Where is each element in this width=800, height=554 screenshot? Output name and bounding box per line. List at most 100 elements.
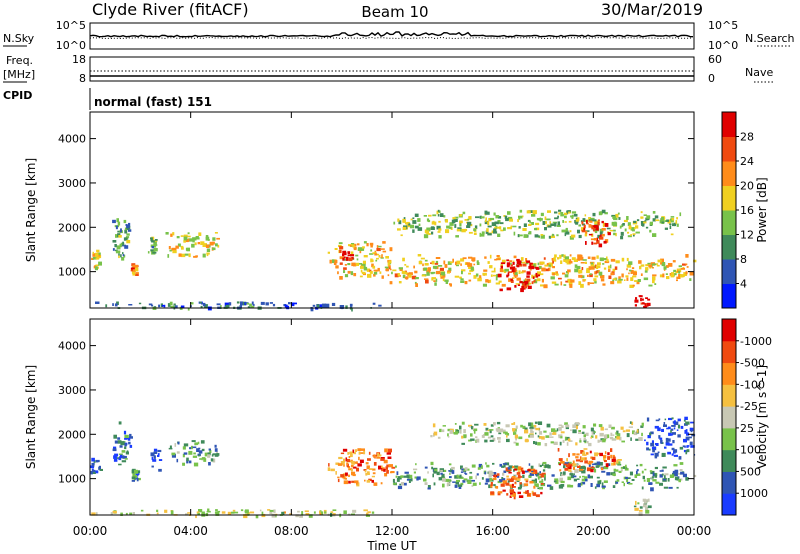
data-cell	[685, 254, 689, 258]
data-cell	[367, 273, 372, 278]
data-cell	[534, 421, 538, 424]
data-cell	[485, 279, 489, 283]
data-cell	[583, 466, 586, 470]
data-cell	[392, 478, 395, 483]
data-cell	[557, 257, 560, 260]
data-cell	[225, 304, 230, 309]
nsky-right-bottom: 10^0	[708, 39, 738, 52]
colorbar-tick-label: 28	[740, 131, 754, 144]
data-cell	[682, 445, 686, 448]
data-cell	[586, 269, 590, 274]
data-cell	[593, 238, 597, 241]
colorbar-segment	[722, 493, 736, 516]
data-cell	[506, 478, 511, 481]
data-cell	[594, 486, 597, 489]
data-cell	[356, 258, 359, 261]
data-cell	[553, 480, 557, 483]
data-cell	[627, 222, 631, 226]
data-cell	[156, 512, 159, 515]
velocity-data-cells	[90, 416, 697, 519]
data-cell	[301, 511, 304, 516]
data-cell	[618, 276, 621, 280]
data-cell	[180, 305, 185, 309]
data-cell	[514, 434, 518, 439]
data-cell	[559, 477, 563, 481]
data-cell	[378, 255, 381, 258]
nsky-label: N.Sky	[3, 32, 35, 45]
data-cell	[299, 514, 303, 518]
data-cell	[607, 232, 611, 236]
data-cell	[489, 217, 495, 221]
data-cell	[590, 456, 593, 459]
data-cell	[573, 478, 577, 482]
data-cell	[645, 217, 649, 221]
data-cell	[558, 277, 562, 280]
data-cell	[123, 237, 128, 241]
data-cell	[639, 509, 643, 512]
data-cell	[469, 269, 474, 272]
data-cell	[372, 252, 377, 254]
data-cell	[491, 472, 497, 476]
data-cell	[444, 478, 449, 482]
data-cell	[520, 424, 523, 428]
data-cell	[426, 218, 430, 222]
data-cell	[530, 422, 534, 426]
data-cell	[628, 261, 633, 265]
data-cell	[375, 253, 380, 256]
data-cell	[596, 476, 600, 479]
data-cell	[236, 301, 240, 304]
data-cell	[397, 485, 403, 490]
data-cell	[460, 263, 462, 266]
data-cell	[362, 260, 366, 265]
data-cell	[542, 473, 546, 478]
data-cell	[663, 486, 668, 489]
data-cell	[124, 229, 128, 234]
data-cell	[490, 274, 493, 277]
data-cell	[387, 448, 392, 453]
data-cell	[351, 480, 356, 483]
data-cell	[199, 301, 202, 304]
data-cell	[545, 435, 550, 438]
data-cell	[569, 230, 572, 233]
data-cell	[601, 470, 606, 473]
data-cell	[414, 476, 419, 479]
data-cell	[510, 264, 513, 267]
data-cell	[621, 481, 624, 483]
colorbar-segment	[722, 384, 736, 407]
data-cell	[403, 219, 406, 223]
data-cell	[269, 302, 273, 304]
data-cell	[387, 274, 390, 277]
data-cell	[124, 227, 128, 231]
data-cell	[386, 464, 389, 468]
data-cell	[558, 209, 562, 212]
data-cell	[216, 303, 221, 306]
data-cell	[475, 439, 477, 443]
data-cell	[579, 440, 582, 443]
data-cell	[544, 227, 547, 231]
data-cell	[487, 221, 490, 226]
data-cell	[648, 264, 653, 268]
data-cell	[563, 465, 566, 469]
data-cell	[438, 477, 443, 481]
data-cell	[674, 476, 677, 481]
data-cell	[670, 428, 674, 431]
data-cell	[517, 284, 520, 286]
data-cell	[655, 219, 660, 222]
data-cell	[599, 236, 604, 240]
data-cell	[553, 257, 556, 261]
data-cell	[332, 513, 336, 515]
data-cell	[636, 473, 641, 476]
data-cell	[331, 302, 336, 306]
data-cell	[91, 257, 94, 260]
data-cell	[452, 258, 454, 263]
data-cell	[615, 481, 619, 484]
nsky-frame	[89, 22, 695, 50]
data-cell	[538, 463, 541, 467]
data-cell	[659, 474, 663, 478]
data-cell	[249, 511, 255, 514]
data-cell	[574, 268, 579, 273]
data-cell	[660, 439, 663, 444]
data-cell	[459, 214, 462, 217]
data-cell	[444, 279, 449, 282]
data-cell	[551, 233, 554, 237]
